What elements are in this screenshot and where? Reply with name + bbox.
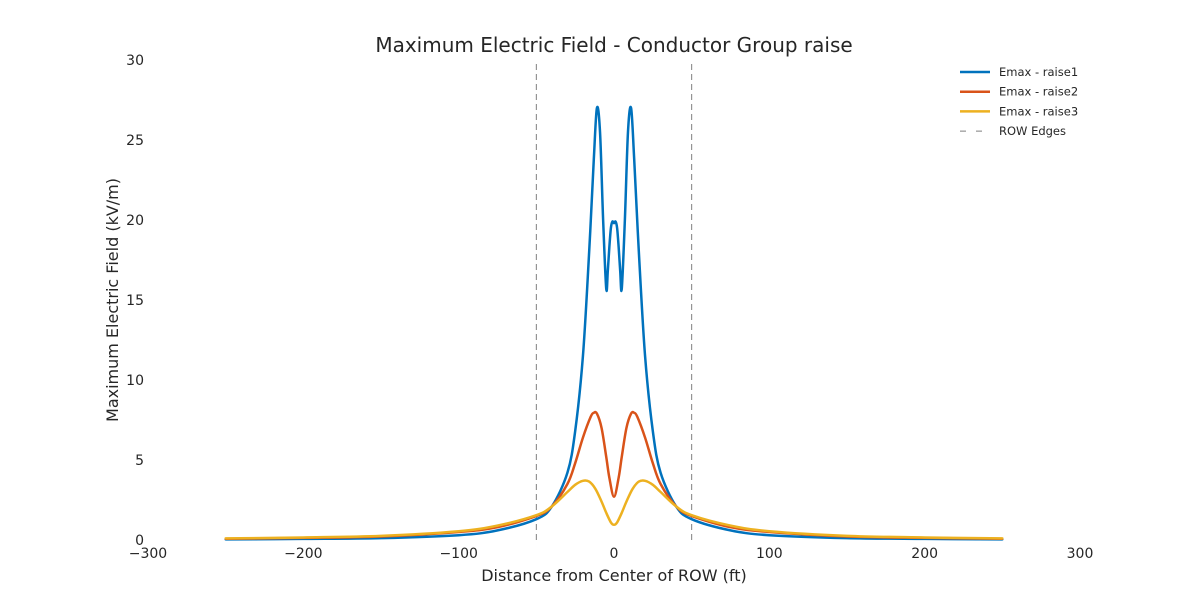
- series-line-2: [224, 410, 1004, 540]
- y-tick-label: 5: [135, 453, 144, 469]
- x-tick-label: 0: [610, 546, 619, 562]
- row-edges: [535, 64, 693, 540]
- x-tick-label: 200: [911, 546, 938, 562]
- x-tick-label: −300: [129, 546, 167, 562]
- y-axis-label: Maximum Electric Field (kV/m): [103, 178, 122, 422]
- series-line-1: [224, 105, 1004, 541]
- x-axis-label: Distance from Center of ROW (ft): [481, 566, 747, 585]
- legend-label: ROW Edges: [999, 124, 1066, 138]
- x-tick-label: −200: [284, 546, 322, 562]
- legend-label: Emax - raise2: [999, 85, 1078, 99]
- y-tick-label: 10: [126, 373, 144, 389]
- legend-label: Emax - raise3: [999, 104, 1078, 118]
- y-tick-label: 30: [126, 53, 144, 69]
- y-tick-label: 20: [126, 213, 144, 229]
- legend: Emax - raise1 Emax - raise2 Emax - raise3 R…: [960, 65, 1078, 138]
- x-tick-label: 300: [1067, 546, 1094, 562]
- x-tick-label: 100: [756, 546, 783, 562]
- axis-ticks: −300 −200 −100 0 100 200 300 0 5 10 15 20 25 30: [126, 53, 1093, 562]
- x-tick-label: −100: [439, 546, 477, 562]
- y-tick-label: 15: [126, 293, 144, 309]
- y-tick-label: 0: [135, 533, 144, 549]
- series-lines: [224, 105, 1004, 541]
- chart-title: Maximum Electric Field - Conductor Group…: [375, 33, 852, 57]
- y-tick-label: 25: [126, 133, 144, 149]
- series-line-3: [224, 479, 1004, 540]
- legend-label: Emax - raise1: [999, 65, 1078, 79]
